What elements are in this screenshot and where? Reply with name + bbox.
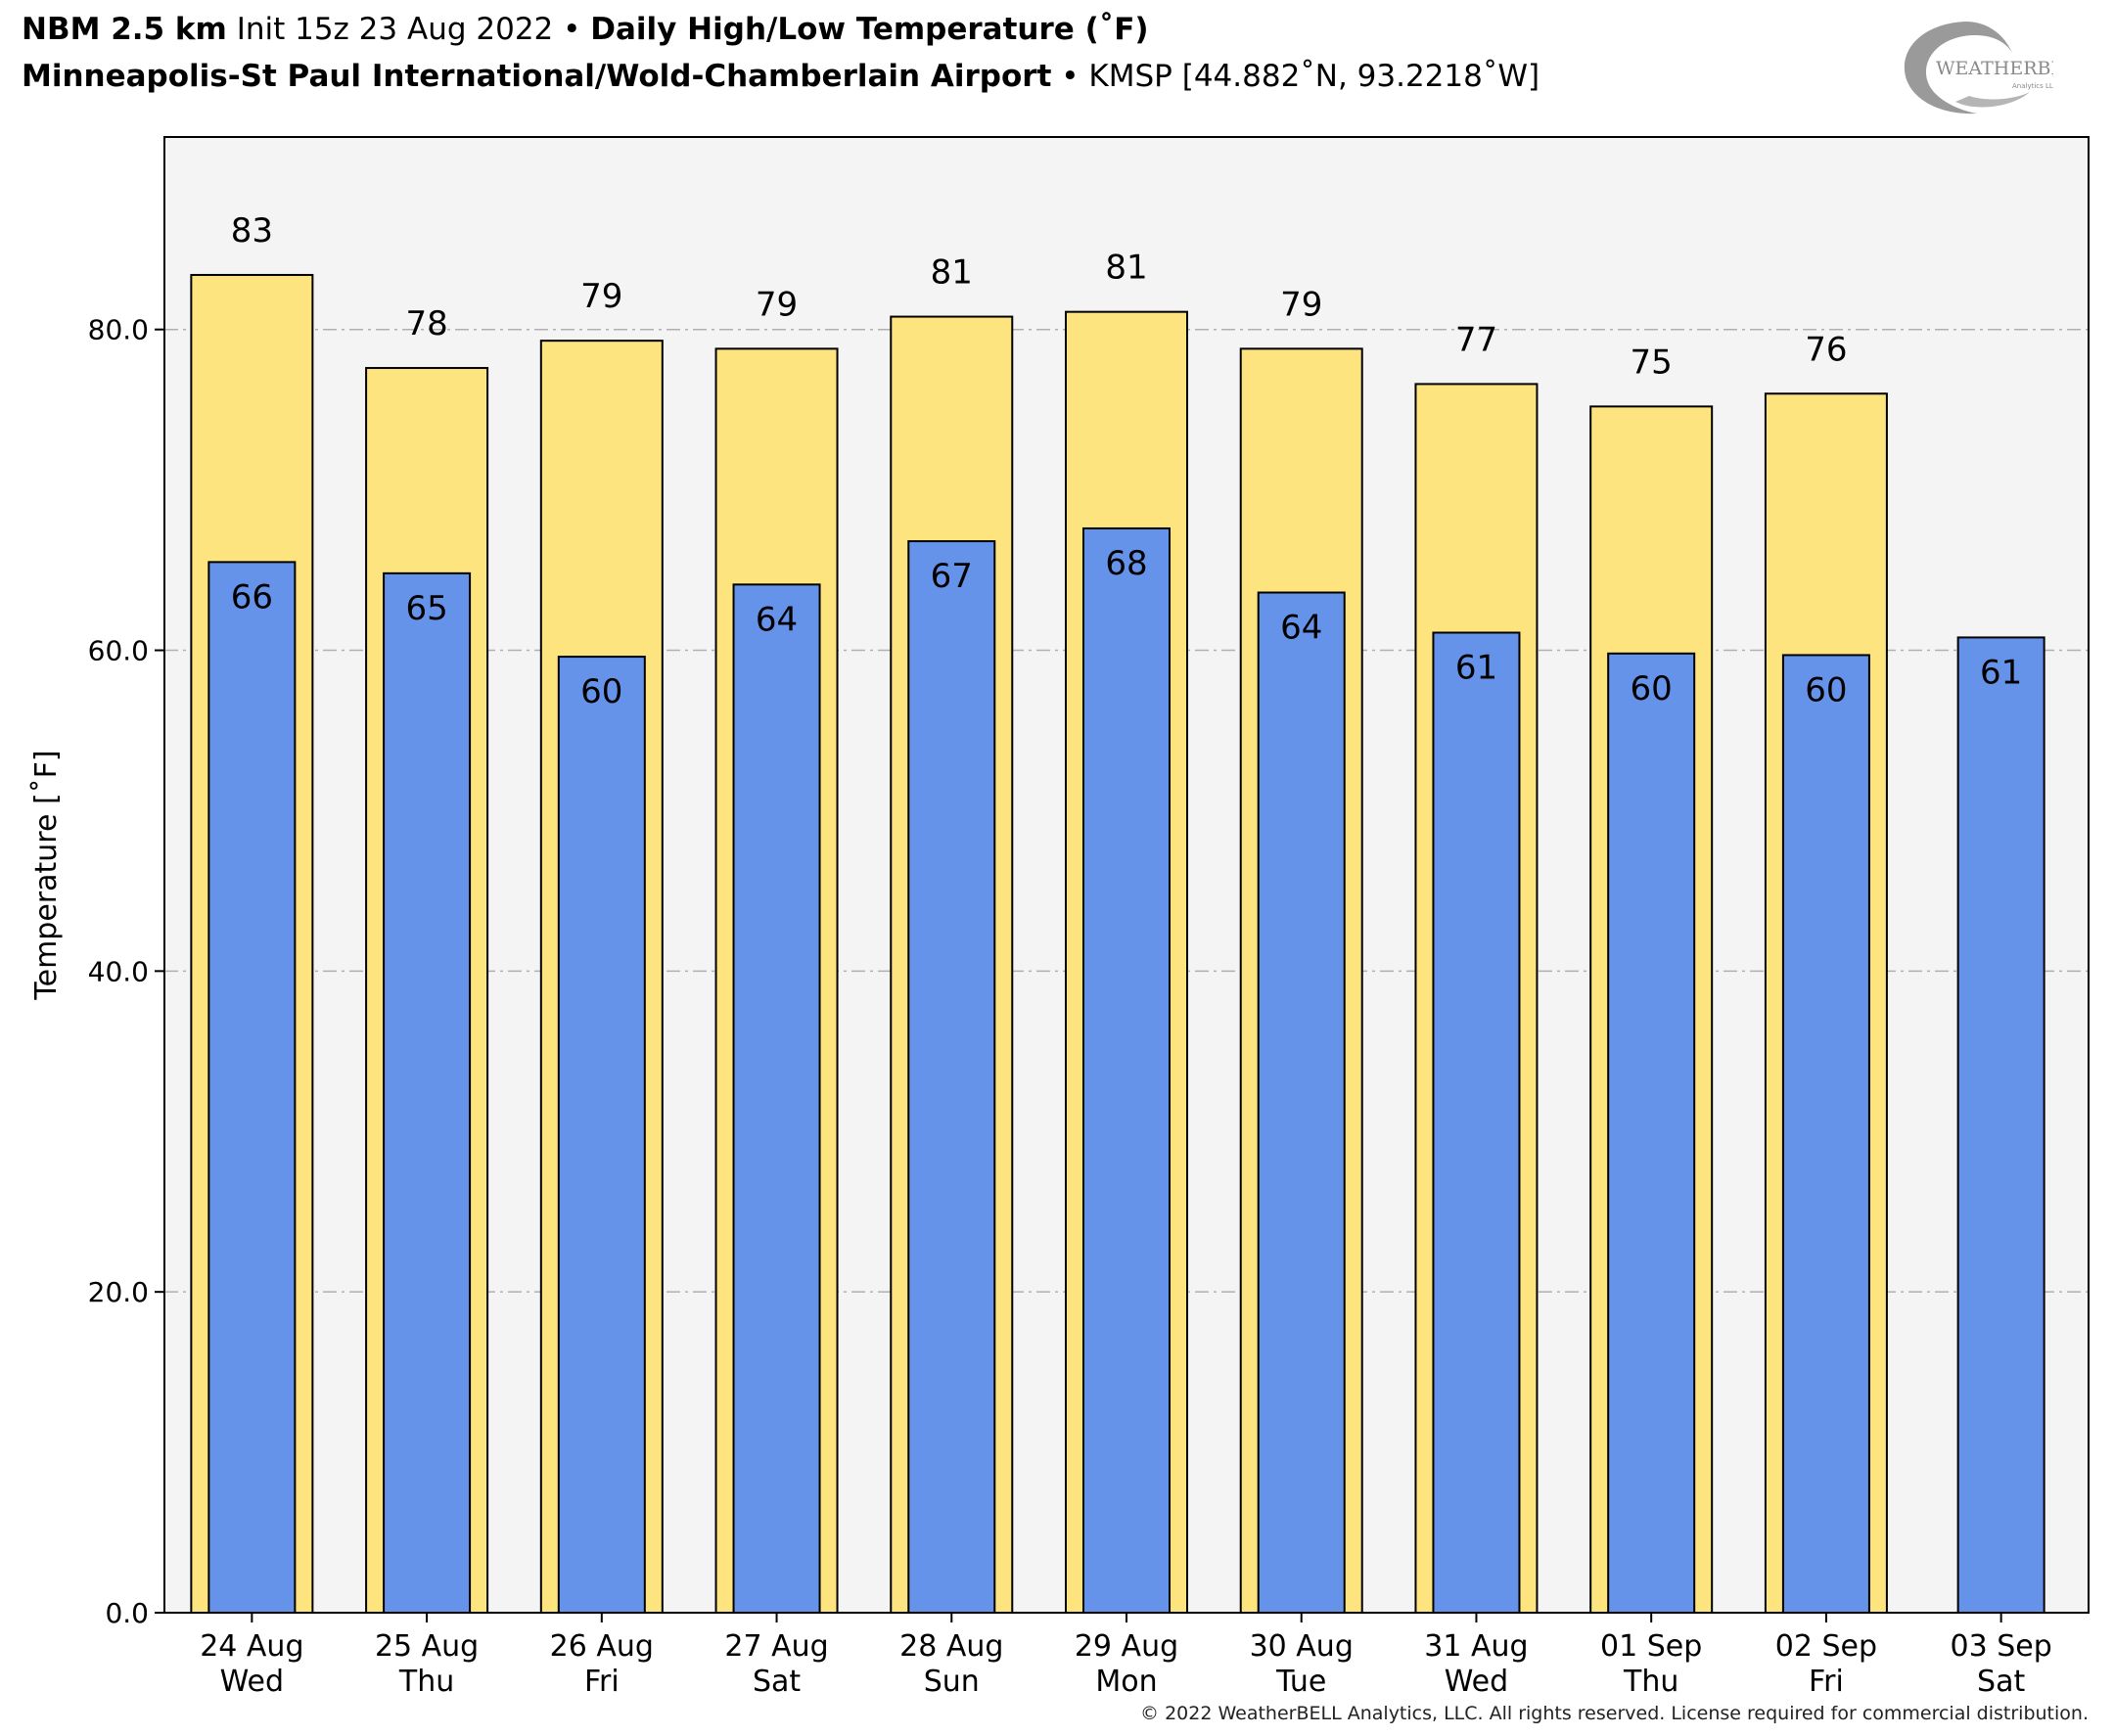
- weatherbell-swirl-icon: WEATHERBELL Analytics LLC: [1904, 22, 2090, 114]
- x-tick-label-day: Sat: [753, 1665, 801, 1699]
- x-tick-label-date: 30 Aug: [1250, 1629, 1354, 1664]
- bars-layer: 83 66 78 65 79 60 79 64 81 67 81 68 79 64 77 61 75 60 76 60…: [190, 211, 2045, 1615]
- y-tick-label: 80.0: [88, 314, 149, 346]
- low-temp-bar: [383, 571, 472, 1614]
- low-temp-bar: [1257, 591, 1346, 1614]
- x-tick-label-day: Tue: [1275, 1665, 1326, 1699]
- high-temp-label: 76: [1805, 330, 1847, 369]
- x-tick-label-day: Thu: [1623, 1665, 1678, 1699]
- x-tick-label-date: 29 Aug: [1075, 1629, 1178, 1664]
- x-tick-label-day: Thu: [398, 1665, 454, 1699]
- low-temp-label: 61: [1455, 648, 1497, 687]
- x-tick-label-date: 02 Sep: [1775, 1629, 1877, 1664]
- low-temp-label: 65: [405, 589, 447, 628]
- x-tick-label-day: Sun: [924, 1665, 980, 1699]
- separator-1: •: [563, 12, 581, 47]
- low-temp-label: 67: [931, 557, 973, 596]
- x-tick-label-day: Fri: [1809, 1665, 1844, 1699]
- x-tick-label-date: 24 Aug: [200, 1629, 303, 1664]
- x-tick-label-date: 28 Aug: [899, 1629, 1003, 1664]
- low-temp-label: 60: [1805, 670, 1847, 709]
- high-temp-label: 75: [1631, 343, 1673, 382]
- y-axis-label: Temperature [˚F]: [29, 750, 64, 1000]
- y-tick-label: 20.0: [88, 1276, 149, 1308]
- model-name: NBM 2.5 km: [22, 12, 227, 47]
- high-temp-label: 79: [580, 277, 622, 316]
- low-temp-bar: [1082, 526, 1171, 1614]
- low-temp-label: 61: [1980, 653, 2022, 692]
- low-temp-bar: [207, 561, 297, 1615]
- product-title: Daily High/Low Temperature (˚F): [590, 12, 1149, 47]
- logo-subtext: Analytics LLC: [2012, 82, 2053, 90]
- x-tick-label-date: 31 Aug: [1424, 1629, 1528, 1664]
- x-tick-label-day: Wed: [1445, 1665, 1508, 1699]
- high-temp-label: 79: [756, 285, 798, 324]
- title-line-2: Minneapolis-St Paul International/Wold-C…: [22, 59, 1540, 94]
- high-temp-label: 81: [1105, 249, 1147, 288]
- low-temp-label: 64: [756, 600, 798, 639]
- high-temp-label: 77: [1455, 320, 1497, 359]
- low-temp-bar: [1781, 654, 1870, 1614]
- low-temp-bar: [907, 540, 996, 1614]
- x-tick-label-day: Fri: [584, 1665, 620, 1699]
- station-info: KMSP [44.882˚N, 93.2218˚W]: [1088, 59, 1540, 94]
- low-temp-label: 64: [1280, 609, 1322, 648]
- x-tick-label-date: 27 Aug: [724, 1629, 828, 1664]
- init-time: Init 15z 23 Aug 2022: [236, 12, 554, 47]
- high-temp-label: 83: [231, 211, 273, 251]
- x-tick-label-date: 26 Aug: [550, 1629, 654, 1664]
- low-temp-label: 60: [1631, 669, 1673, 708]
- low-temp-bar: [1956, 636, 2045, 1614]
- low-temp-label: 66: [231, 577, 273, 617]
- low-temp-label: 68: [1105, 544, 1147, 583]
- x-tick-label-day: Wed: [220, 1665, 284, 1699]
- x-tick-label-date: 25 Aug: [375, 1629, 479, 1664]
- low-temp-label: 60: [580, 672, 622, 711]
- high-temp-label: 78: [405, 304, 447, 343]
- y-tick-label: 0.0: [105, 1597, 149, 1629]
- low-temp-bar: [557, 656, 646, 1614]
- y-tick-label: 40.0: [88, 955, 149, 987]
- x-tick-label-day: Mon: [1095, 1665, 1157, 1699]
- high-temp-label: 81: [931, 253, 973, 293]
- title-line-1: NBM 2.5 km Init 15z 23 Aug 2022 • Daily …: [22, 12, 1149, 47]
- low-temp-bar: [1432, 631, 1521, 1614]
- station-name: Minneapolis-St Paul International/Wold-C…: [22, 59, 1052, 94]
- separator-2: •: [1061, 59, 1080, 94]
- low-temp-bar: [732, 583, 821, 1614]
- x-tick-label-date: 03 Sep: [1951, 1629, 2052, 1664]
- logo-text: WEATHERBELL: [1936, 58, 2053, 79]
- low-temp-bar: [1607, 652, 1696, 1614]
- weatherbell-logo: WEATHERBELL Analytics LLC: [1897, 14, 2090, 121]
- high-temp-label: 79: [1280, 285, 1322, 324]
- x-tick-label-date: 01 Sep: [1600, 1629, 1702, 1664]
- y-tick-label: 60.0: [88, 635, 149, 667]
- x-tick-label-day: Sat: [1977, 1665, 2025, 1699]
- copyright-footer: © 2022 WeatherBELL Analytics, LLC. All r…: [1140, 1703, 2089, 1724]
